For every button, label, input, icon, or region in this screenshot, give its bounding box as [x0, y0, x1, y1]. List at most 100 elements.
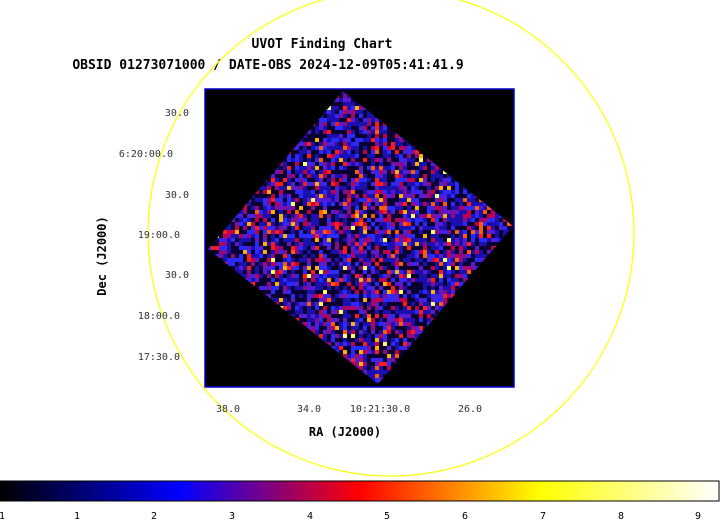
noise-pixel [283, 222, 287, 226]
noise-pixel [375, 222, 379, 226]
noise-pixel [407, 322, 411, 326]
noise-pixel [283, 246, 287, 250]
noise-pixel [359, 302, 363, 306]
noise-pixel [427, 230, 431, 234]
noise-pixel [447, 294, 451, 298]
noise-pixel [339, 270, 343, 274]
noise-pixel [431, 294, 435, 298]
noise-pixel [339, 114, 343, 118]
noise-pixel [423, 306, 427, 310]
noise-pixel [351, 254, 355, 258]
noise-pixel [471, 230, 475, 234]
noise-pixel [467, 262, 471, 266]
noise-pixel [479, 238, 483, 242]
noise-pixel [403, 166, 407, 170]
noise-pixel [319, 310, 323, 314]
noise-pixel [435, 222, 439, 226]
noise-pixel [423, 310, 427, 314]
noise-pixel [383, 134, 387, 138]
noise-pixel [351, 190, 355, 194]
noise-pixel [315, 190, 319, 194]
noise-pixel [355, 166, 359, 170]
noise-pixel [431, 182, 435, 186]
noise-pixel [419, 238, 423, 242]
noise-pixel [395, 202, 399, 206]
noise-pixel [371, 138, 375, 142]
noise-pixel [343, 170, 347, 174]
noise-pixel [291, 286, 295, 290]
noise-pixel [475, 230, 479, 234]
noise-pixel [375, 294, 379, 298]
noise-pixel [307, 298, 311, 302]
noise-pixel [295, 230, 299, 234]
noise-pixel [315, 182, 319, 186]
noise-pixel [299, 262, 303, 266]
noise-pixel [443, 298, 447, 302]
noise-pixel [267, 286, 271, 290]
noise-pixel [259, 270, 263, 274]
noise-pixel [403, 202, 407, 206]
noise-pixel [311, 174, 315, 178]
noise-pixel [295, 154, 299, 158]
noise-pixel [291, 250, 295, 254]
noise-pixel [363, 274, 367, 278]
noise-pixel [435, 242, 439, 246]
noise-pixel [423, 170, 427, 174]
noise-pixel [355, 270, 359, 274]
noise-pixel [399, 166, 403, 170]
noise-pixel [279, 250, 283, 254]
noise-pixel [323, 230, 327, 234]
noise-pixel [303, 266, 307, 270]
noise-pixel [427, 218, 431, 222]
noise-pixel [323, 270, 327, 274]
noise-pixel [319, 326, 323, 330]
noise-pixel [311, 278, 315, 282]
noise-pixel [447, 230, 451, 234]
noise-pixel [307, 286, 311, 290]
noise-pixel [363, 170, 367, 174]
noise-pixel [415, 266, 419, 270]
noise-pixel [331, 322, 335, 326]
noise-pixel [407, 158, 411, 162]
noise-pixel [383, 138, 387, 142]
noise-pixel [339, 158, 343, 162]
noise-pixel [439, 246, 443, 250]
noise-pixel [291, 254, 295, 258]
noise-pixel [355, 286, 359, 290]
noise-pixel [387, 158, 391, 162]
noise-pixel [319, 234, 323, 238]
noise-pixel [343, 122, 347, 126]
noise-pixel [483, 230, 487, 234]
noise-pixel [443, 206, 447, 210]
noise-pixel [279, 234, 283, 238]
noise-pixel [371, 346, 375, 350]
noise-pixel [423, 194, 427, 198]
noise-pixel [459, 262, 463, 266]
noise-pixel [395, 178, 399, 182]
noise-pixel [287, 190, 291, 194]
noise-pixel [371, 258, 375, 262]
noise-pixel [471, 234, 475, 238]
noise-pixel [391, 182, 395, 186]
noise-pixel [435, 262, 439, 266]
noise-pixel [311, 170, 315, 174]
noise-pixel [455, 270, 459, 274]
noise-pixel [351, 262, 355, 266]
noise-pixel [267, 270, 271, 274]
noise-pixel [439, 290, 443, 294]
noise-pixel [295, 226, 299, 230]
noise-pixel [395, 206, 399, 210]
noise-pixel [403, 326, 407, 330]
noise-pixel [263, 182, 267, 186]
noise-pixel [303, 154, 307, 158]
noise-pixel [335, 298, 339, 302]
noise-pixel [247, 262, 251, 266]
noise-pixel [331, 130, 335, 134]
noise-pixel [371, 334, 375, 338]
noise-pixel [387, 338, 391, 342]
noise-pixel [439, 182, 443, 186]
noise-pixel [351, 338, 355, 342]
noise-pixel [403, 270, 407, 274]
noise-pixel [411, 278, 415, 282]
noise-pixel [455, 234, 459, 238]
